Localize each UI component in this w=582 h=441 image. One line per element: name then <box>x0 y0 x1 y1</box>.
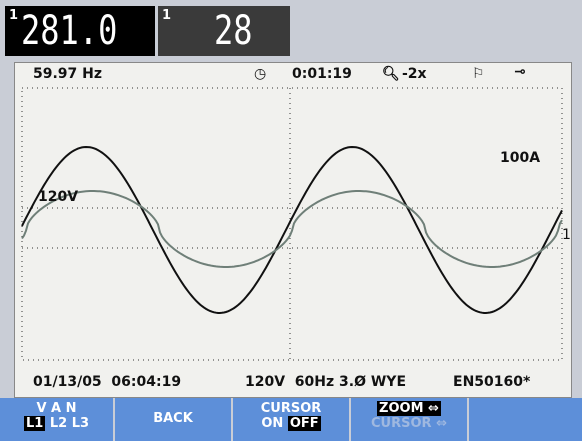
option: ON <box>261 416 284 431</box>
zoom: -2x <box>402 66 427 82</box>
standard: EN50160* <box>453 374 531 390</box>
datetime: 01/13/05 06:04:19 <box>33 374 182 390</box>
key-top: ZOOM ⇔ <box>351 401 467 416</box>
softkey-back[interactable]: BACK <box>115 398 233 441</box>
clock-icon: ◷ <box>254 66 267 82</box>
current-scale: 100A <box>500 150 541 166</box>
current-waveform <box>21 190 563 268</box>
phase: 1 <box>162 8 172 23</box>
voltage-waveform <box>21 145 563 314</box>
softkey-zoom[interactable]: ZOOM ⇔ CURSOR ⇔ <box>351 398 469 441</box>
phase-marker: 1 <box>562 227 571 243</box>
softkey-phase[interactable]: V A N L1 L2 L3 <box>0 398 115 441</box>
key-top: V A N <box>36 401 77 416</box>
softkey-bar: V A N L1 L2 L3 BACK CURSOR ON OFF ZOOM ⇔… <box>0 398 582 441</box>
timer: 0:01:19 <box>292 66 352 82</box>
option: L3 <box>71 416 90 431</box>
number: 281.0 <box>21 8 118 54</box>
key-bottom: ON OFF <box>233 416 349 431</box>
frequency: 59.97 Hz <box>33 66 103 82</box>
option: ZOOM ⇔ <box>377 401 441 416</box>
voltage-scale: 120V <box>38 189 79 205</box>
option: OFF <box>287 416 321 431</box>
number: 28 <box>214 8 253 54</box>
option: L1 <box>23 416 46 431</box>
phase: 1 <box>9 8 19 23</box>
config: 120V 60Hz 3.Ø WYE <box>245 374 407 390</box>
key-bottom: CURSOR ⇔ <box>371 416 447 431</box>
option: L2 <box>49 416 68 431</box>
plug-icon: ⊸ <box>514 64 526 80</box>
voltage-reading: 1 281.0 v <box>5 6 155 96</box>
softkey-cursor[interactable]: CURSOR ON OFF <box>233 398 351 441</box>
key-top: CURSOR <box>260 401 322 416</box>
flag-icon: ⚐ <box>472 66 485 82</box>
key-top: BACK <box>153 411 193 426</box>
plot-border <box>21 87 563 361</box>
zoom-icon: 🔍︎ <box>382 66 400 82</box>
key-bottom: L1 L2 L3 <box>0 416 113 431</box>
